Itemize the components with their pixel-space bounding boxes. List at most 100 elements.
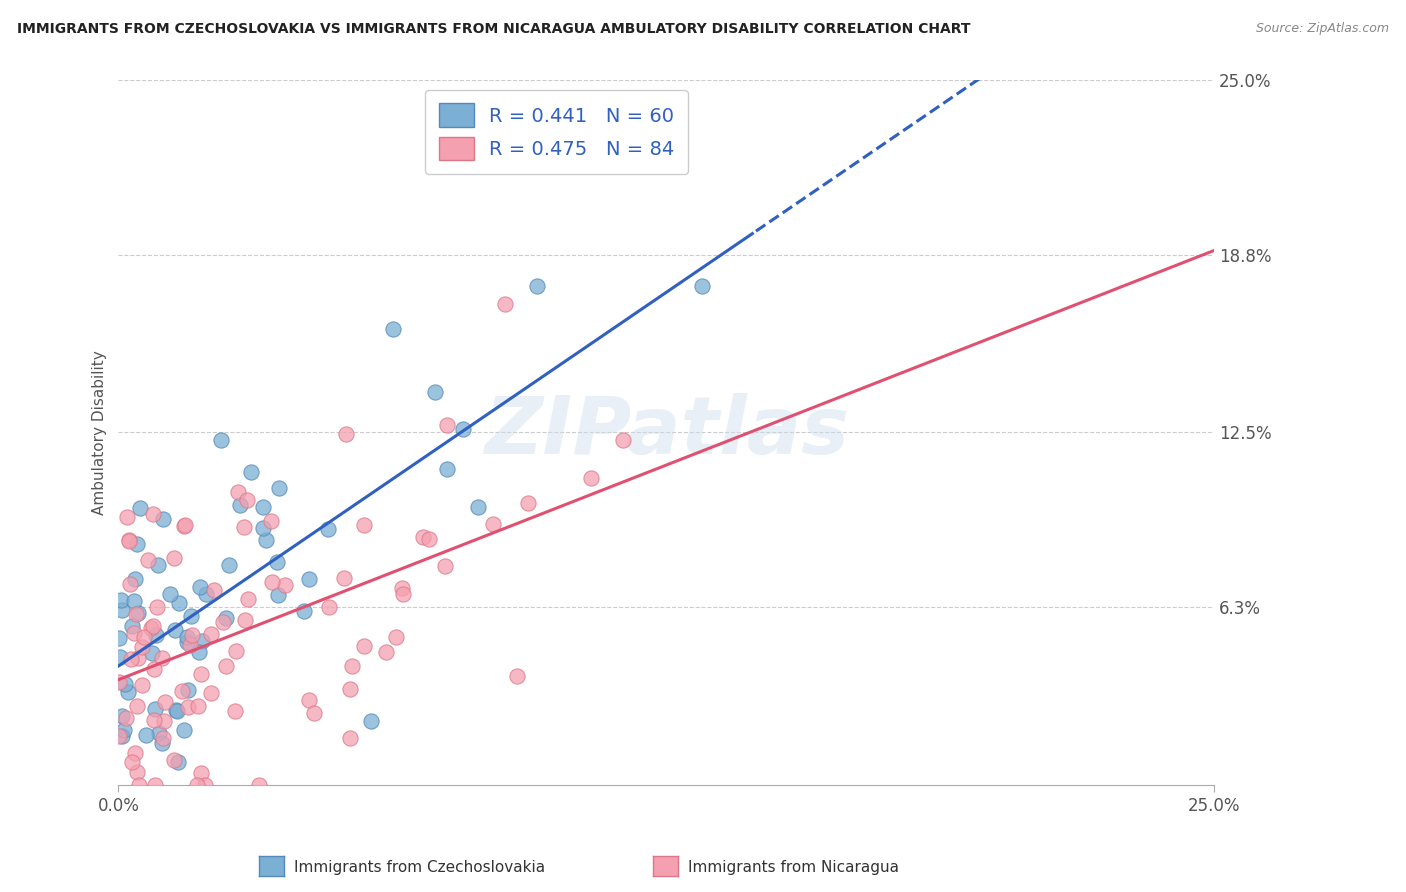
Point bbox=[190, 766, 212, 780]
Point bbox=[186, 778, 208, 792]
Point bbox=[176, 635, 198, 649]
Point bbox=[136, 553, 159, 567]
Point bbox=[302, 706, 325, 720]
Point bbox=[135, 728, 157, 742]
Point bbox=[335, 426, 357, 441]
Point bbox=[690, 279, 713, 293]
Point bbox=[360, 714, 382, 729]
Point bbox=[292, 604, 315, 618]
Point bbox=[266, 555, 288, 569]
Point bbox=[125, 764, 148, 779]
Point bbox=[127, 606, 149, 620]
Point bbox=[218, 558, 240, 572]
Point bbox=[121, 755, 143, 769]
Point bbox=[142, 619, 165, 633]
Point bbox=[579, 470, 602, 484]
Point bbox=[333, 571, 356, 585]
Point bbox=[121, 618, 143, 632]
Point bbox=[150, 651, 173, 665]
Point bbox=[124, 572, 146, 586]
Point bbox=[318, 600, 340, 615]
Point bbox=[224, 705, 246, 719]
Point bbox=[225, 644, 247, 658]
Point bbox=[418, 532, 440, 546]
Point bbox=[180, 609, 202, 624]
Point bbox=[260, 514, 283, 528]
Point bbox=[517, 496, 540, 510]
Point bbox=[124, 594, 146, 608]
Point bbox=[451, 422, 474, 436]
Point bbox=[173, 518, 195, 533]
Point bbox=[254, 533, 277, 547]
Point bbox=[391, 587, 413, 601]
Point bbox=[134, 630, 156, 644]
Point bbox=[353, 639, 375, 653]
Point bbox=[177, 699, 200, 714]
Point bbox=[339, 682, 361, 697]
Point bbox=[117, 685, 139, 699]
Text: Immigrants from Nicaragua: Immigrants from Nicaragua bbox=[688, 860, 898, 874]
Point bbox=[108, 649, 131, 664]
Point bbox=[148, 726, 170, 740]
Point bbox=[190, 667, 212, 681]
Text: Immigrants from Czechoslovakia: Immigrants from Czechoslovakia bbox=[294, 860, 546, 874]
Point bbox=[143, 713, 166, 727]
Point bbox=[482, 517, 505, 532]
Point bbox=[165, 703, 187, 717]
Point bbox=[298, 692, 321, 706]
Point bbox=[163, 753, 186, 767]
Point bbox=[118, 533, 141, 547]
Point bbox=[143, 702, 166, 716]
Point bbox=[233, 519, 256, 533]
Point bbox=[267, 481, 290, 495]
Point bbox=[229, 498, 252, 512]
Point bbox=[436, 417, 458, 432]
Point bbox=[107, 631, 129, 645]
Point bbox=[316, 522, 339, 536]
Point bbox=[111, 602, 134, 616]
Point bbox=[117, 509, 139, 524]
Text: ZIPatlas: ZIPatlas bbox=[484, 393, 849, 471]
Point bbox=[353, 518, 375, 533]
Point bbox=[150, 736, 173, 750]
Point bbox=[235, 493, 257, 508]
Point bbox=[188, 645, 211, 659]
Point bbox=[114, 711, 136, 725]
Point bbox=[260, 575, 283, 590]
Point bbox=[141, 647, 163, 661]
Point bbox=[153, 714, 176, 728]
Point bbox=[191, 634, 214, 648]
Point bbox=[141, 620, 163, 634]
Point bbox=[159, 587, 181, 601]
Point bbox=[200, 685, 222, 699]
Point bbox=[215, 611, 238, 625]
Point bbox=[146, 558, 169, 572]
Point bbox=[209, 433, 232, 447]
Point bbox=[146, 599, 169, 614]
Point bbox=[375, 645, 398, 659]
Point bbox=[143, 778, 166, 792]
Point bbox=[110, 593, 132, 607]
Point bbox=[274, 578, 297, 592]
Point bbox=[125, 699, 148, 714]
Point bbox=[526, 279, 548, 293]
Point bbox=[423, 384, 446, 399]
Point bbox=[211, 615, 233, 629]
Point bbox=[252, 521, 274, 535]
Point bbox=[167, 755, 190, 769]
Point bbox=[467, 500, 489, 514]
Point bbox=[131, 677, 153, 691]
Point bbox=[163, 551, 186, 566]
Point bbox=[412, 529, 434, 543]
Point bbox=[167, 596, 190, 610]
Point bbox=[215, 658, 238, 673]
Point bbox=[342, 659, 364, 673]
Point bbox=[202, 582, 225, 597]
Point bbox=[110, 709, 132, 723]
Point bbox=[494, 296, 516, 310]
Text: Source: ZipAtlas.com: Source: ZipAtlas.com bbox=[1256, 22, 1389, 36]
Point bbox=[267, 588, 290, 602]
Point bbox=[125, 607, 148, 621]
Point bbox=[114, 676, 136, 690]
Point bbox=[142, 507, 165, 521]
